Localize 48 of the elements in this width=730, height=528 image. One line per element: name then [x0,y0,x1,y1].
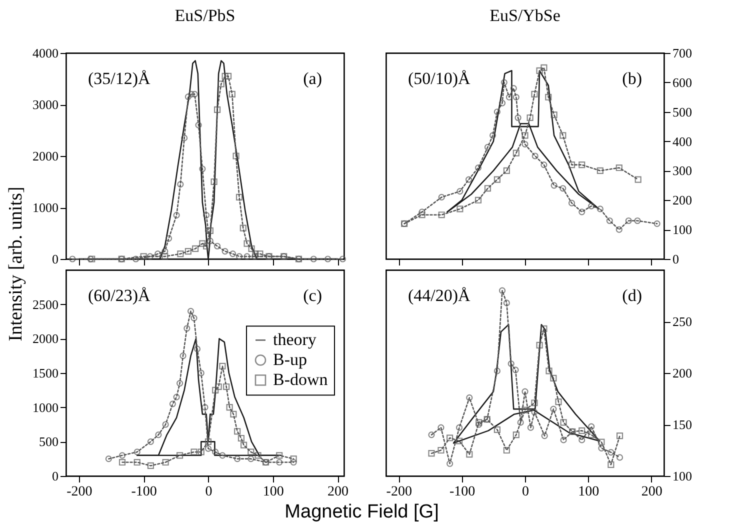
y2-tick-label: 600 [672,74,692,90]
y-tick-label: 500 [39,434,58,450]
annotation: (44/20)Å [408,286,472,305]
y-tick-label: 1500 [32,366,58,380]
x-tick-label: -200 [386,484,412,500]
x-tick-label: 200 [641,484,662,500]
x-tick-label: 100 [262,484,284,500]
y2-tick-label: 200 [672,366,692,380]
x-tick-label: 0 [205,484,212,500]
annotation: (d) [622,286,642,305]
y2-tick-label: 300 [672,163,692,178]
annotation: (c) [303,286,322,305]
x-tick-label: 100 [578,484,600,500]
y2-tick-label: 700 [672,46,692,60]
y2-tick-label: 400 [672,134,692,149]
y-axis-title: Intensity [arb. units] [5,186,26,342]
y2-tick-label: 100 [672,222,692,238]
x-tick-label: -100 [131,484,157,500]
y-tick-label: 4000 [32,46,58,60]
chart-title: EuS/PbS [174,6,236,25]
legend-label: B-down [273,370,328,390]
chart-title: EuS/YbSe [490,6,560,25]
x-tick-label: -200 [66,484,92,500]
y-tick-label: 2000 [32,148,58,164]
x-axis-title: Magnetic Field [G] [284,502,439,523]
annotation: (b) [622,69,642,88]
y-tick-label: 0 [52,252,58,266]
y-tick-label: 2000 [32,331,58,346]
annotation: (50/10)Å [408,69,472,88]
y2-tick-label: 200 [672,192,692,208]
y-tick-label: 2500 [32,296,58,312]
x-tick-label: 0 [522,484,529,500]
y2-tick-label: 500 [672,104,692,120]
annotation: (35/12)Å [88,69,152,88]
annotation: (a) [303,69,322,88]
y2-tick-label: 0 [672,252,679,266]
y-tick-label: 1000 [32,400,58,415]
y2-tick-label: 250 [672,314,692,329]
legend-label: theory [273,330,317,350]
y-tick-label: 3000 [32,97,58,112]
y2-tick-label: 150 [672,417,692,432]
x-tick-label: 200 [328,484,349,500]
x-tick-label: -100 [449,484,476,500]
legend-label: B-up [273,350,307,370]
y2-tick-label: 100 [672,468,692,484]
annotation: (60/23)Å [88,286,152,305]
y-tick-label: 1000 [32,200,58,215]
y-tick-label: 0 [52,468,58,484]
